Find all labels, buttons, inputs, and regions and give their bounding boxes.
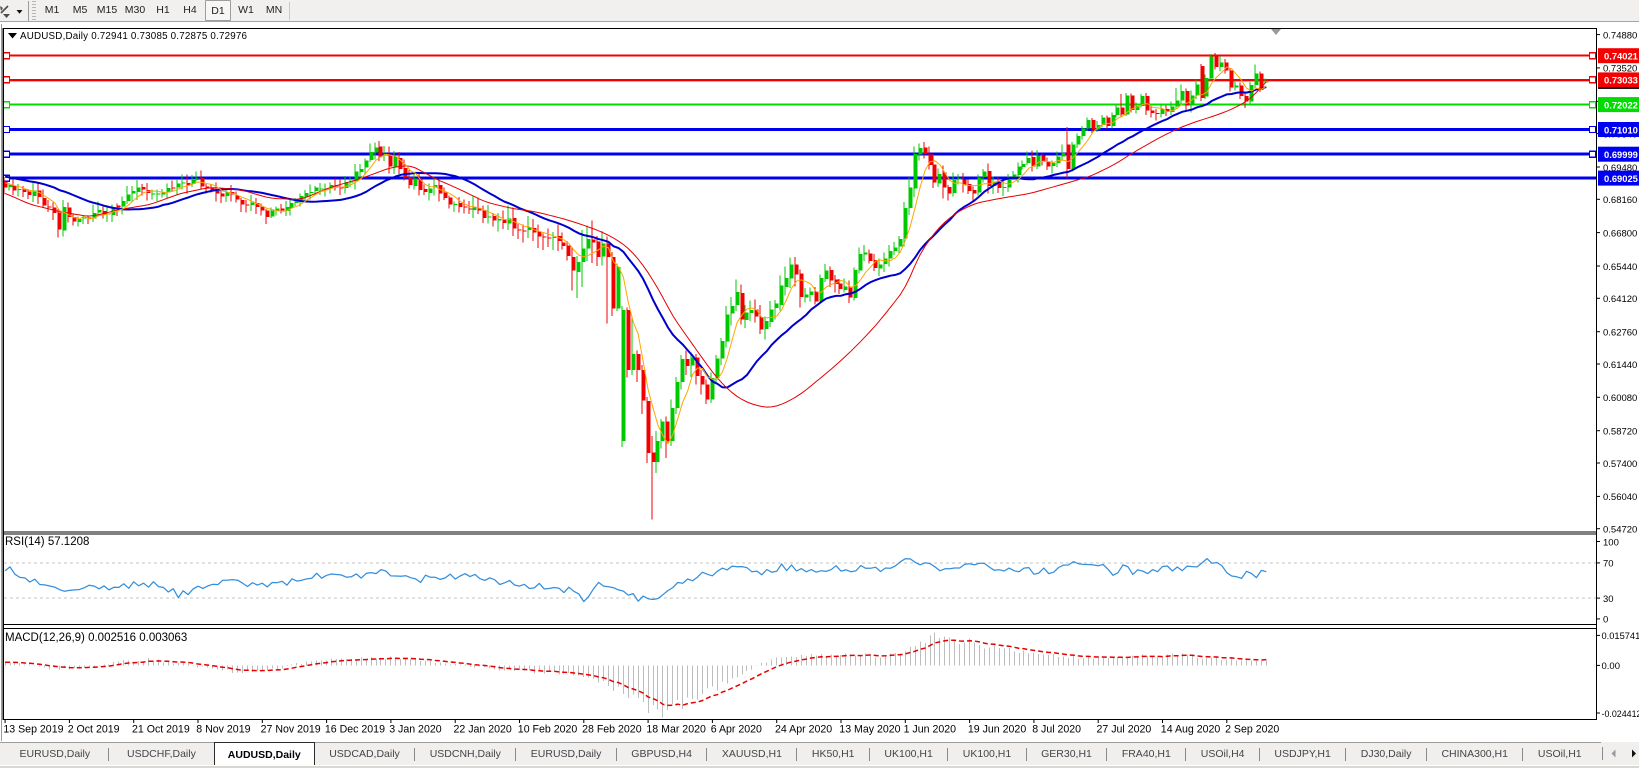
svg-text:0.00: 0.00 [1602,661,1621,672]
svg-text:0.69025: 0.69025 [1604,173,1638,184]
svg-text:27 Nov 2019: 27 Nov 2019 [261,723,321,735]
svg-text:27 Jul 2020: 27 Jul 2020 [1097,723,1152,735]
svg-text:0.015741: 0.015741 [1602,631,1639,641]
svg-text:AUDUSD,Daily 0.72941 0.73085: AUDUSD,Daily 0.72941 0.73085 0.72875 0.7… [20,31,248,42]
svg-text:0.74021: 0.74021 [1604,51,1638,62]
svg-text:0.54720: 0.54720 [1603,525,1637,536]
svg-text:0.72022: 0.72022 [1604,99,1638,110]
svg-text:16 Dec 2019: 16 Dec 2019 [325,723,385,735]
svg-text:2 Oct 2019: 2 Oct 2019 [68,723,120,735]
svg-text:19 Jun 2020: 19 Jun 2020 [968,723,1026,735]
svg-text:24 Apr 2020: 24 Apr 2020 [775,723,832,735]
svg-text:18 Mar 2020: 18 Mar 2020 [646,723,706,735]
svg-text:0.71010: 0.71010 [1604,124,1638,135]
svg-text:10 Feb 2020: 10 Feb 2020 [518,723,578,735]
svg-text:70: 70 [1603,559,1614,570]
svg-text:6 Apr 2020: 6 Apr 2020 [711,723,762,735]
svg-text:0.74880: 0.74880 [1603,30,1637,41]
svg-text:1 Jun 2020: 1 Jun 2020 [904,723,957,735]
svg-text:13 Sep 2019: 13 Sep 2019 [3,723,63,735]
svg-text:0.56040: 0.56040 [1603,492,1637,503]
svg-text:0.57400: 0.57400 [1603,459,1637,470]
svg-text:100: 100 [1603,537,1619,548]
svg-text:0.69999: 0.69999 [1604,149,1638,160]
svg-text:0.64120: 0.64120 [1603,294,1637,305]
svg-text:13 May 2020: 13 May 2020 [839,723,900,735]
svg-text:MACD(12,26,9) 0.002516 0.00306: MACD(12,26,9) 0.002516 0.003063 [5,632,187,644]
svg-text:21 Oct 2019: 21 Oct 2019 [132,723,190,735]
svg-text:0.68160: 0.68160 [1603,195,1637,206]
svg-text:0.62760: 0.62760 [1603,328,1637,339]
svg-text:0.65440: 0.65440 [1603,262,1637,273]
svg-text:0.73033: 0.73033 [1604,75,1638,86]
svg-text:0.60080: 0.60080 [1603,393,1637,404]
svg-text:0.58720: 0.58720 [1603,427,1637,438]
svg-text:28 Feb 2020: 28 Feb 2020 [582,723,642,735]
svg-text:14 Aug 2020: 14 Aug 2020 [1161,723,1221,735]
svg-text:2 Sep 2020: 2 Sep 2020 [1225,723,1279,735]
svg-text:RSI(14) 57.1208: RSI(14) 57.1208 [5,536,89,548]
svg-text:-0.024412: -0.024412 [1602,709,1639,719]
svg-text:0.66800: 0.66800 [1603,228,1637,239]
svg-text:0: 0 [1603,615,1608,626]
svg-text:0.61440: 0.61440 [1603,360,1637,371]
svg-text:22 Jan 2020: 22 Jan 2020 [454,723,512,735]
svg-text:3 Jan 2020: 3 Jan 2020 [389,723,442,735]
svg-text:30: 30 [1603,594,1614,605]
svg-text:8 Jul 2020: 8 Jul 2020 [1032,723,1081,735]
svg-text:8 Nov 2019: 8 Nov 2019 [196,723,250,735]
